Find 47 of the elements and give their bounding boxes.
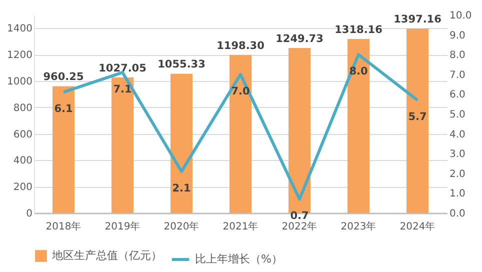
x-tick-label: 2024年 [400,220,436,232]
data-label: 1055.33 [158,58,206,71]
y2-tick-label: 1.0 [450,188,466,200]
x-tick-label: 2022年 [282,220,318,232]
legend-label: 地区生产总值（亿元） [51,249,162,262]
y2-tick-label: 8.0 [450,50,466,62]
data-label: 6.1 [54,103,73,116]
y-tick-label: 0 [26,208,32,220]
y2-tick-label: 7.0 [450,70,466,81]
data-label: 1027.05 [98,62,146,74]
x-tick-label: 2019年 [104,220,140,232]
y2-tick-label: 5.0 [450,110,466,120]
y2-tick-label: 9.0 [450,30,466,42]
y2-tick-label: 6.0 [450,90,466,101]
bar [170,74,192,213]
bar [52,86,74,213]
y2-tick-label: 2.0 [450,168,466,180]
y2-tick-label: 4.0 [450,129,466,140]
data-label: 1397.16 [394,14,442,26]
data-label: 1198.30 [216,40,264,52]
y-tick-label: 200 [13,182,32,194]
y2-tick-label: 10.0 [450,10,472,22]
x-tick-label: 2018年 [46,220,82,232]
data-label: 5.7 [408,111,427,124]
data-label: 1318.16 [334,24,382,36]
bar [348,39,370,213]
data-label: 2.1 [172,182,191,194]
y2-tick-label: 3.0 [450,149,466,160]
y-tick-label: 1000 [7,76,32,88]
y-tick-label: 1200 [7,50,32,62]
y-tick-label: 400 [13,156,32,167]
x-tick-label: 2023年 [340,220,376,232]
bar [112,77,134,213]
data-label: 0.7 [290,210,309,222]
bar [230,54,252,213]
y2-tick-label: 0.0 [450,208,466,220]
y-tick-label: 1400 [7,24,32,35]
x-tick-label: 2021年 [222,220,258,232]
x-tick-label: 2020年 [164,220,200,232]
bar [288,48,310,213]
y-tick-label: 800 [13,102,32,114]
bar [406,28,428,213]
data-label: 960.25 [43,71,84,84]
data-label: 7.1 [113,83,132,96]
data-label: 1249.73 [276,33,324,46]
legend-label: 比上年增长（%） [195,252,282,266]
y-tick-label: 600 [13,129,32,140]
